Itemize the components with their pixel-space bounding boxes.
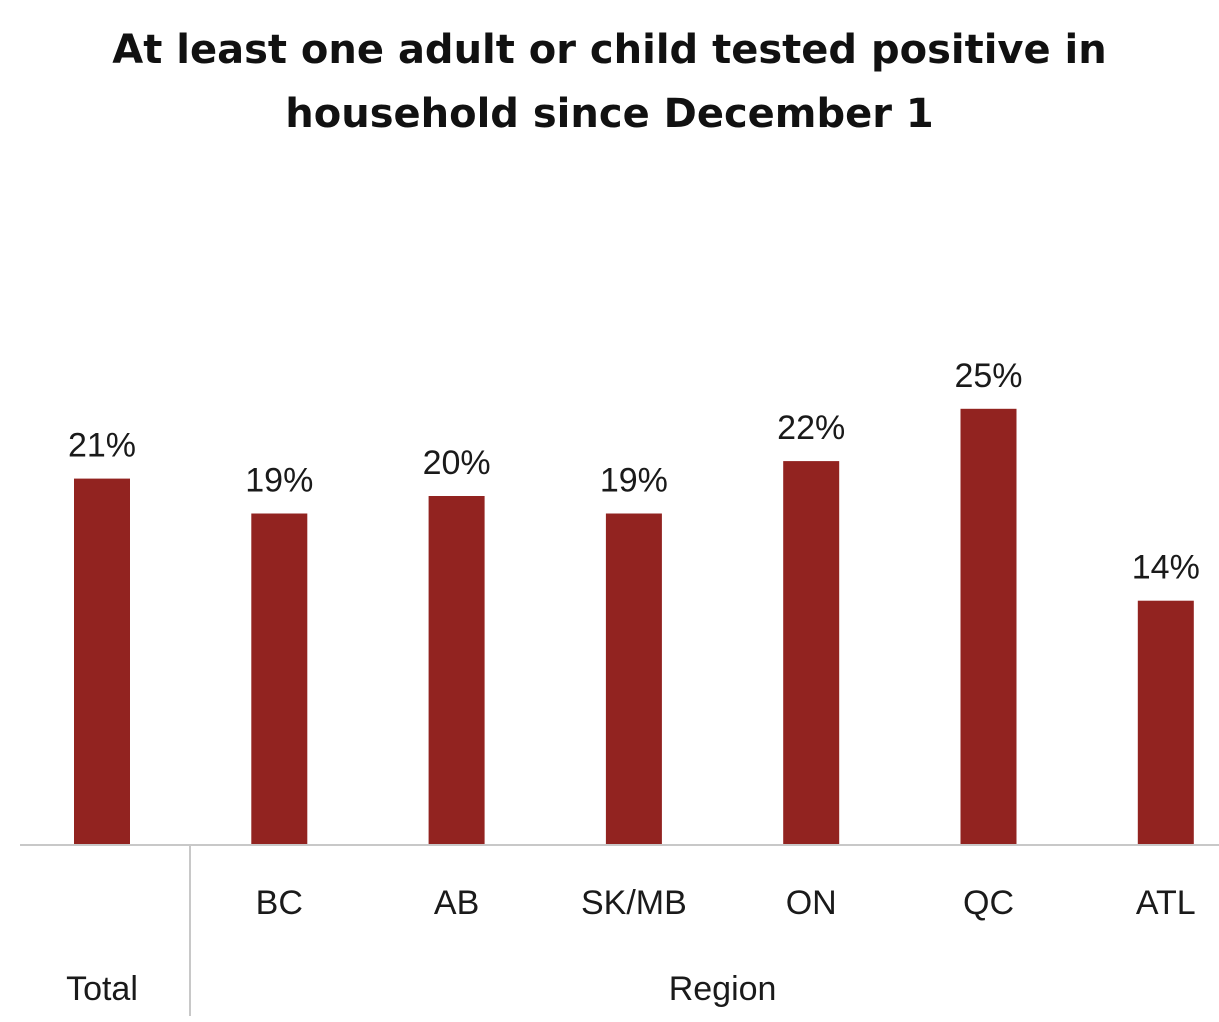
data-label: 25%: [954, 357, 1022, 395]
bar-total: [74, 478, 130, 845]
chart-title-line-2: household since December 1: [285, 91, 934, 137]
category-label: ON: [786, 884, 837, 922]
bar-sk-mb: [605, 513, 662, 846]
data-label: 19%: [600, 462, 668, 500]
category-label: AB: [434, 884, 479, 922]
bar-qc: [960, 408, 1017, 846]
bars-layer: [74, 408, 1194, 846]
category-labels-layer: BC AB SK/MB ON QC ATL Total Region: [66, 884, 1196, 1008]
bar-bc: [251, 513, 308, 846]
bar-on: [783, 461, 840, 845]
data-label: 22%: [777, 409, 845, 447]
category-label: ATL: [1136, 884, 1196, 922]
group-label-total: Total: [66, 970, 138, 1008]
value-labels-layer: 21% 19% 20% 19% 22% 25% 14%: [68, 357, 1200, 587]
category-label: QC: [963, 884, 1014, 922]
chart-title: At least one adult or child tested posit…: [0, 18, 1219, 146]
data-label: 21%: [68, 427, 136, 465]
category-label: BC: [256, 884, 303, 922]
bar-atl: [1137, 600, 1194, 845]
data-label: 20%: [423, 444, 491, 482]
chart-title-line-1: At least one adult or child tested posit…: [112, 27, 1107, 73]
data-label: 19%: [245, 462, 313, 500]
group-label-region: Region: [669, 970, 777, 1008]
x-axis: [20, 844, 1219, 1016]
bar-ab: [428, 496, 485, 845]
data-label: 14%: [1132, 549, 1200, 587]
category-label: SK/MB: [581, 884, 687, 922]
